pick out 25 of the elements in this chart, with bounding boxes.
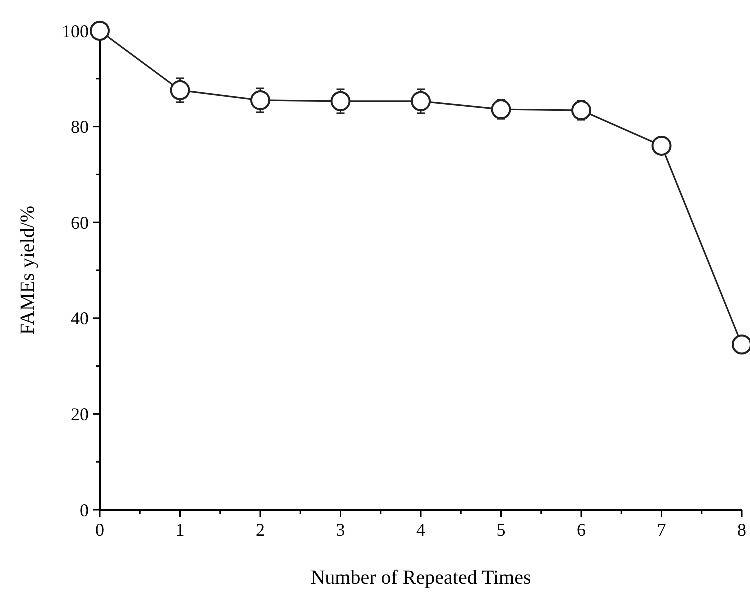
x-tick-label: 3 <box>336 520 346 540</box>
point <box>170 80 190 100</box>
point <box>330 91 351 112</box>
y-tick-label: 40 <box>71 308 89 329</box>
y-tick-label: 60 <box>71 212 89 233</box>
x-tick-label: 6 <box>577 520 586 540</box>
point <box>90 21 110 41</box>
x-axis-title: Number of Repeated Times <box>310 567 532 589</box>
y-tick-label: 100 <box>62 21 89 42</box>
x-tick-label: 7 <box>657 520 666 540</box>
x-tick-label: 1 <box>176 520 185 540</box>
point <box>411 91 431 112</box>
point <box>491 100 512 120</box>
point <box>652 136 672 156</box>
y-tick-label: 80 <box>71 117 89 138</box>
y-tick-label: 20 <box>71 404 89 424</box>
x-tick-label: 8 <box>738 520 746 540</box>
x-tick-label: 2 <box>256 520 265 540</box>
y-tick-label: 0 <box>80 500 89 520</box>
x-tick-label: 0 <box>96 520 104 540</box>
point <box>572 100 592 121</box>
x-tick-label: 5 <box>496 520 506 540</box>
x-tick-label: 4 <box>416 520 426 540</box>
point <box>250 90 270 110</box>
y-axis-title: FAMEs yield/% <box>17 206 39 336</box>
